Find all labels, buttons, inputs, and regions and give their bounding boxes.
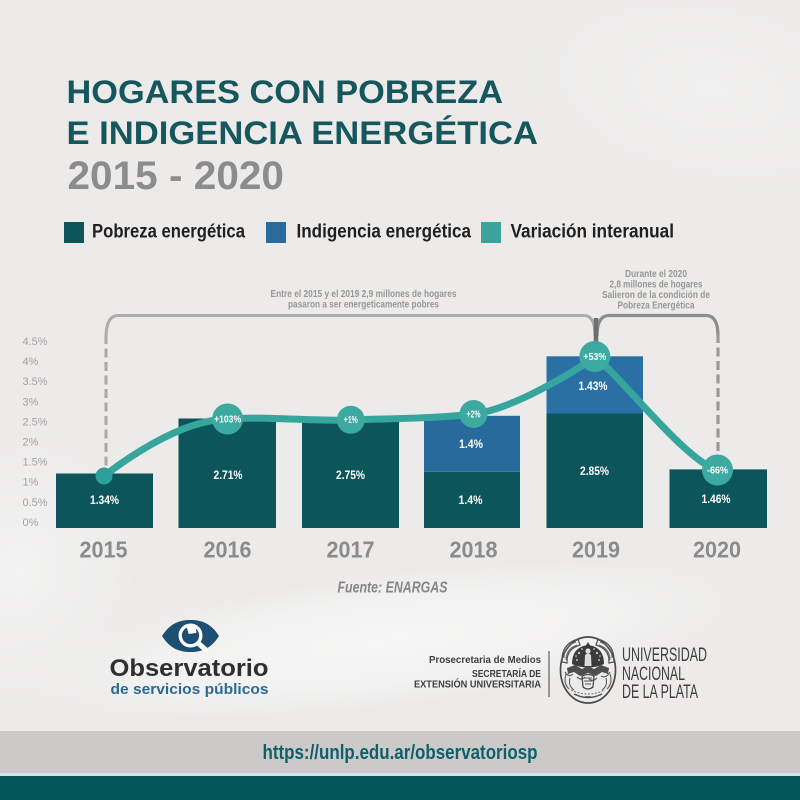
svg-text:1.4%: 1.4% bbox=[459, 439, 483, 451]
svg-text:2.5%: 2.5% bbox=[23, 416, 48, 428]
svg-text:Indigencia energética: Indigencia energética bbox=[297, 222, 472, 243]
svg-text:2019: 2019 bbox=[572, 537, 620, 563]
svg-text:2015 - 2020: 2015 - 2020 bbox=[68, 154, 285, 198]
svg-text:Salieron de la condición de: Salieron de la condición de bbox=[602, 290, 710, 301]
svg-text:Observatorio: Observatorio bbox=[110, 655, 269, 682]
svg-text:2017: 2017 bbox=[327, 537, 375, 563]
svg-text:de servicios públicos: de servicios públicos bbox=[111, 681, 269, 698]
svg-text:Durante el 2020: Durante el 2020 bbox=[625, 269, 687, 280]
svg-text:2.85%: 2.85% bbox=[580, 466, 609, 478]
svg-text:Pobreza energética: Pobreza energética bbox=[92, 222, 245, 243]
svg-text:4.5%: 4.5% bbox=[23, 336, 48, 348]
svg-text:pasaron a ser energeticamente: pasaron a ser energeticamente pobres bbox=[288, 300, 439, 311]
svg-text:0.5%: 0.5% bbox=[23, 497, 48, 509]
svg-text:UNIVERSIDAD: UNIVERSIDAD bbox=[622, 645, 707, 666]
svg-text:3%: 3% bbox=[23, 396, 39, 408]
svg-text:1%: 1% bbox=[23, 477, 39, 489]
svg-text:2020: 2020 bbox=[693, 537, 741, 563]
svg-text:https://unlp.edu.ar/observator: https://unlp.edu.ar/observatoriosp bbox=[263, 741, 538, 764]
svg-text:-66%: -66% bbox=[707, 465, 728, 476]
svg-text:Pobreza Energética: Pobreza Energética bbox=[618, 301, 695, 312]
svg-text:3.5%: 3.5% bbox=[23, 376, 48, 388]
svg-text:2,8 millones de hogares: 2,8 millones de hogares bbox=[610, 280, 703, 291]
svg-text:2.71%: 2.71% bbox=[214, 470, 243, 482]
svg-text:NACIONAL: NACIONAL bbox=[622, 664, 685, 685]
svg-text:E INDIGENCIA ENERGÉTICA: E INDIGENCIA ENERGÉTICA bbox=[67, 115, 539, 151]
svg-text:SECRETARÍA DE: SECRETARÍA DE bbox=[472, 667, 541, 680]
svg-text:+2%: +2% bbox=[467, 409, 481, 420]
svg-text:2015: 2015 bbox=[80, 537, 128, 563]
svg-text:EXTENSIÓN UNIVERSITARIA: EXTENSIÓN UNIVERSITARIA bbox=[414, 678, 541, 691]
svg-text:4%: 4% bbox=[23, 356, 39, 368]
svg-text:2%: 2% bbox=[23, 437, 39, 449]
svg-text:HOGARES CON POBREZA: HOGARES CON POBREZA bbox=[67, 74, 504, 110]
svg-text:+53%: +53% bbox=[583, 352, 606, 363]
svg-text:+1%: +1% bbox=[344, 415, 358, 426]
svg-text:1.5%: 1.5% bbox=[23, 457, 48, 469]
svg-text:0%: 0% bbox=[23, 517, 39, 529]
svg-text:1.34%: 1.34% bbox=[90, 495, 119, 507]
svg-text:1.46%: 1.46% bbox=[702, 494, 731, 506]
svg-text:Variación interanual: Variación interanual bbox=[511, 222, 675, 243]
svg-text:1.4%: 1.4% bbox=[459, 495, 483, 507]
svg-text:DE LA PLATA: DE LA PLATA bbox=[622, 682, 698, 703]
svg-text:2.75%: 2.75% bbox=[336, 470, 365, 482]
svg-text:1.43%: 1.43% bbox=[579, 381, 608, 393]
svg-text:Fuente: ENARGAS: Fuente: ENARGAS bbox=[338, 580, 449, 597]
svg-text:+103%: +103% bbox=[214, 414, 241, 425]
svg-text:Entre el 2015 y el 2019 2,9 mi: Entre el 2015 y el 2019 2,9 millones de … bbox=[271, 289, 457, 300]
svg-text:2018: 2018 bbox=[450, 537, 498, 563]
svg-text:2016: 2016 bbox=[204, 537, 252, 563]
svg-text:Prosecretaria de Medios: Prosecretaria de Medios bbox=[429, 654, 541, 666]
